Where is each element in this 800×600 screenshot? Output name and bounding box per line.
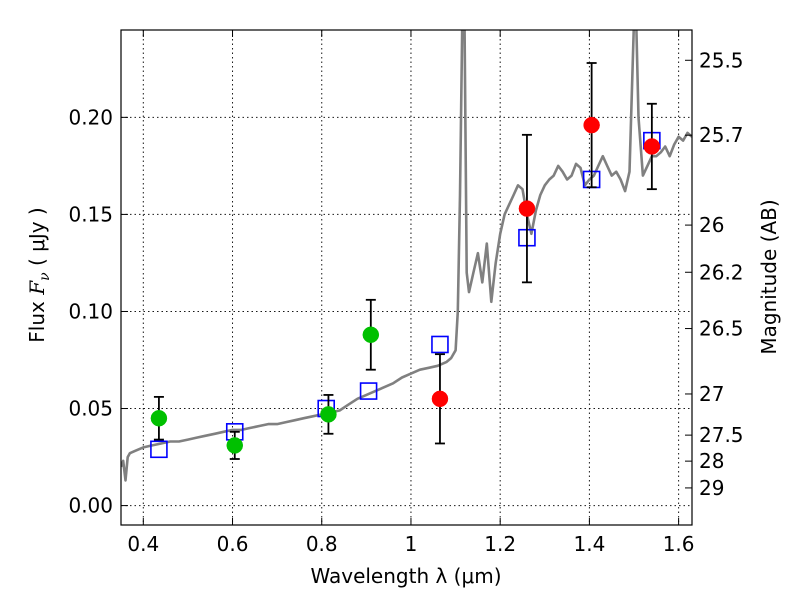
y-tick-label: 0.20 [68,105,113,129]
y-axis-label: Flux Fν ( μJy ) [25,207,53,342]
red-point [518,200,536,217]
y2-tick-label: 25.7 [699,123,744,147]
y2-tick-label: 27 [699,382,724,406]
y-tick-label: 0.10 [68,299,113,323]
grid-lines [121,30,692,525]
y-tick-label: 0.15 [68,202,113,226]
y2-tick-label: 26.2 [699,260,744,284]
y2-tick-label: 28 [699,449,724,473]
y-axis-label-subscript: ν [37,272,53,281]
y2-tick-label: 27.5 [699,423,744,447]
y2-tick-label: 25.5 [699,48,744,72]
model-photometry-square [359,382,378,400]
model-spectrum-line [121,30,692,482]
y-axis-label-prefix: Flux [25,295,49,343]
y-tick-label: 0.00 [68,494,113,518]
y-axis-label-symbol: F [25,280,49,296]
x-tick-label: 1.2 [484,532,516,556]
x-axis-label: Wavelength λ (μm) [310,564,501,588]
y2-tick-label: 29 [699,476,724,500]
model-spectrum-layer [121,30,692,482]
plot-frame [120,29,693,526]
green-point [320,406,337,423]
x-tick-label: 0.6 [217,532,249,556]
red-point [583,116,600,134]
y-tick-label: 0.05 [68,397,113,421]
y2-axis-label: Magnitude (AB) [757,199,781,354]
red-point [643,138,661,155]
red-point [431,390,449,408]
x-tick-label: 0.8 [306,532,338,556]
y-axis-label-suffix: ( μJy ) [25,207,49,272]
green-point [226,437,244,454]
x-tick-label: 1.6 [663,532,695,556]
x-tick-label: 0.4 [127,532,159,556]
green-point [362,326,380,344]
x-tick-label: 1 [405,532,418,556]
model-photometry-square [150,440,168,459]
green-point [150,409,168,427]
y2-tick-label: 26 [699,213,724,237]
y2-tick-label: 26.5 [699,317,744,341]
x-tick-label: 1.4 [573,532,605,556]
axis-ticks: 0.4 0.6 0.8 1 1.2 1.4 1.6 0.00 0.05 0.10 0.15 0.20 2… [68,30,744,556]
observed-photometry-layer [150,62,661,460]
model-photometry-square [431,335,449,354]
